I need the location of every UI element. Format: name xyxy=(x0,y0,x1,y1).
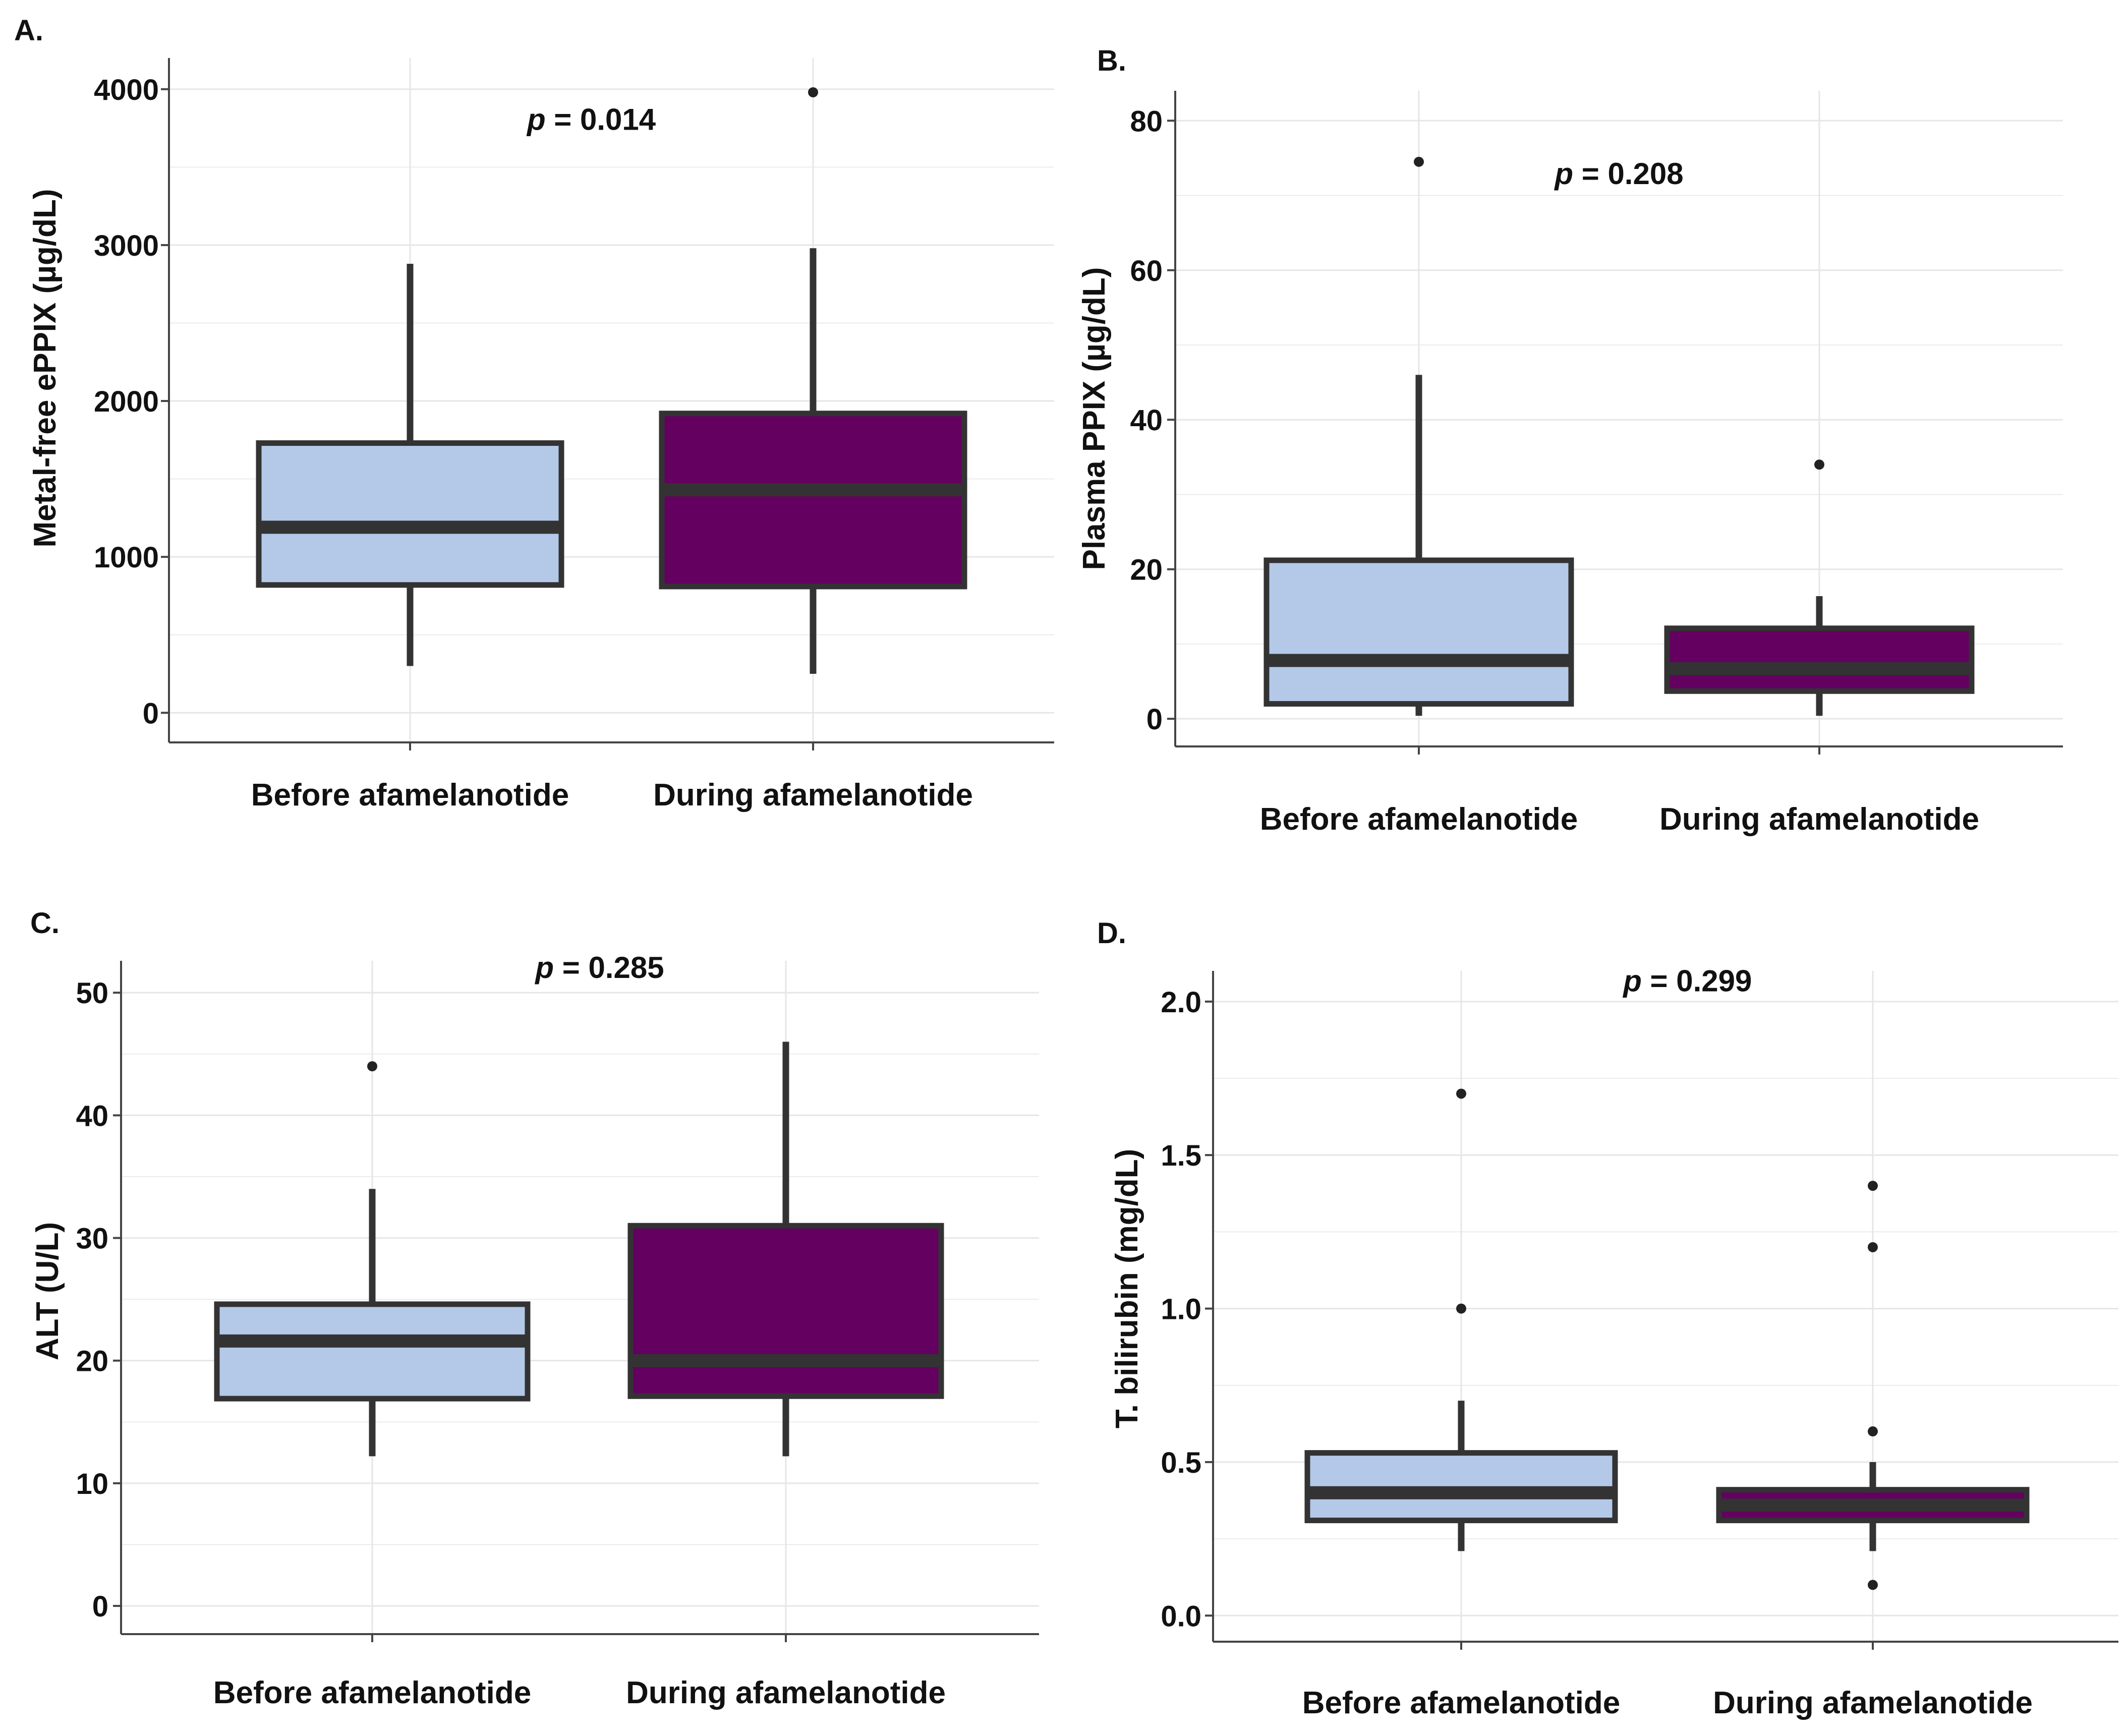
panel-b-before-box xyxy=(1263,557,1574,707)
panel-c: C. ALT (U/L) 0 10 20 30 40 50 Before afamelano… xyxy=(30,907,1039,1710)
panel-d-y-tick-label: 2.0 xyxy=(1161,986,1201,1019)
panel-d-p-text: = 0.299 xyxy=(1642,964,1752,998)
panel-c-p-value: p = 0.285 xyxy=(534,951,664,985)
panel-d-during-outlier xyxy=(1868,1580,1878,1590)
panel-b-ylabel: Plasma PPIX (µg/dL) xyxy=(1077,267,1112,570)
panel-d-y-tick-label: 0.5 xyxy=(1161,1446,1201,1479)
panel-c-y-tick-label: 20 xyxy=(76,1345,108,1378)
panel-b-p-text: = 0.208 xyxy=(1573,157,1684,191)
panel-a-y-tick-label: 3000 xyxy=(94,229,159,262)
panel-d-category-label: During afamelanotide xyxy=(1713,1686,2033,1720)
panel-a-label: A. xyxy=(14,14,43,47)
panel-c-y-tick-label: 0 xyxy=(92,1590,108,1623)
panel-b-y-tick-label: 80 xyxy=(1130,105,1163,138)
panel-b-category-label: Before afamelanotide xyxy=(1260,802,1578,837)
panel-c-before-outlier xyxy=(367,1061,377,1072)
panel-d-ylabel: T. bilirubin (mg/dL) xyxy=(1110,1149,1144,1428)
panel-d-during-outlier xyxy=(1868,1426,1878,1437)
panel-b-before-outlier xyxy=(1414,156,1424,167)
panel-d-category-label: Before afamelanotide xyxy=(1302,1686,1621,1720)
panel-a-category-label: Before afamelanotide xyxy=(251,778,569,813)
panel-a-ylabel: Metal-free ePPIX (µg/dL) xyxy=(28,189,63,548)
panel-c-y-tick-label: 50 xyxy=(76,977,108,1010)
panel-a-y-tick-label: 2000 xyxy=(94,385,159,418)
panel-d-p-symbol: p xyxy=(1622,964,1642,998)
panel-c-p-text: = 0.285 xyxy=(554,951,664,985)
panel-a-during-outlier xyxy=(808,87,818,98)
panel-c-label: C. xyxy=(30,907,60,940)
panel-b-p-value: p = 0.208 xyxy=(1554,157,1683,191)
panel-a-category-label: During afamelanotide xyxy=(653,778,973,813)
panel-d-before-outlier xyxy=(1456,1303,1466,1314)
panel-d-y-tick-label: 1.5 xyxy=(1161,1139,1201,1172)
panel-b-y-tick-label: 60 xyxy=(1130,255,1163,287)
panel-a-p-value: p = 0.014 xyxy=(526,103,656,137)
panel-b-during-outlier xyxy=(1814,459,1824,470)
panel-b-y-tick-label: 0 xyxy=(1146,703,1163,736)
panel-a-y-tick-label: 1000 xyxy=(94,541,159,574)
panel-c-ylabel: ALT (U/L) xyxy=(30,1222,65,1360)
panel-d-label: D. xyxy=(1097,917,1126,950)
panel-b-y-tick-label: 20 xyxy=(1130,554,1163,587)
panel-d-during-outlier xyxy=(1868,1242,1878,1252)
panel-b-p-symbol: p xyxy=(1554,157,1573,191)
panel-b: B. Plasma PPIX (µg/dL) 0 20 40 60 80 Before a… xyxy=(1077,44,2063,837)
panel-c-p-symbol: p xyxy=(534,951,554,985)
panel-c-during-box xyxy=(627,1223,944,1399)
panel-c-category-label: Before afamelanotide xyxy=(213,1675,532,1710)
panel-a-during-box xyxy=(659,411,967,590)
panel-a-p-text: = 0.014 xyxy=(546,103,656,137)
panel-d: D. T. bilirubin (mg/dL) 0.0 0.5 1.0 1.5 2.0 B… xyxy=(1097,917,2118,1720)
panel-c-y-tick-label: 40 xyxy=(76,1100,108,1132)
panel-c-category-label: During afamelanotide xyxy=(626,1675,946,1710)
panel-a: A. Metal-free ePPIX (µg/dL) 0 1000 2000 300… xyxy=(14,14,1054,813)
panel-d-y-tick-label: 0.0 xyxy=(1161,1600,1201,1633)
panel-c-y-tick-label: 30 xyxy=(76,1223,108,1255)
panel-c-y-tick-label: 10 xyxy=(76,1468,108,1500)
panel-b-y-tick-label: 40 xyxy=(1130,404,1163,437)
panel-a-before-box xyxy=(256,440,564,588)
panel-a-p-symbol: p xyxy=(526,103,546,137)
panel-b-during-box xyxy=(1664,625,1975,694)
panel-b-label: B. xyxy=(1097,44,1126,77)
panel-d-before-outlier xyxy=(1456,1088,1466,1099)
panel-d-p-value: p = 0.299 xyxy=(1622,964,1752,998)
panel-a-y-tick-label: 0 xyxy=(143,697,159,730)
panel-d-y-tick-label: 1.0 xyxy=(1161,1293,1201,1326)
panel-a-y-tick-label: 4000 xyxy=(94,74,159,106)
panel-b-category-label: During afamelanotide xyxy=(1659,802,1979,837)
panel-d-during-outlier xyxy=(1868,1181,1878,1191)
panel-c-before-box xyxy=(214,1301,531,1402)
